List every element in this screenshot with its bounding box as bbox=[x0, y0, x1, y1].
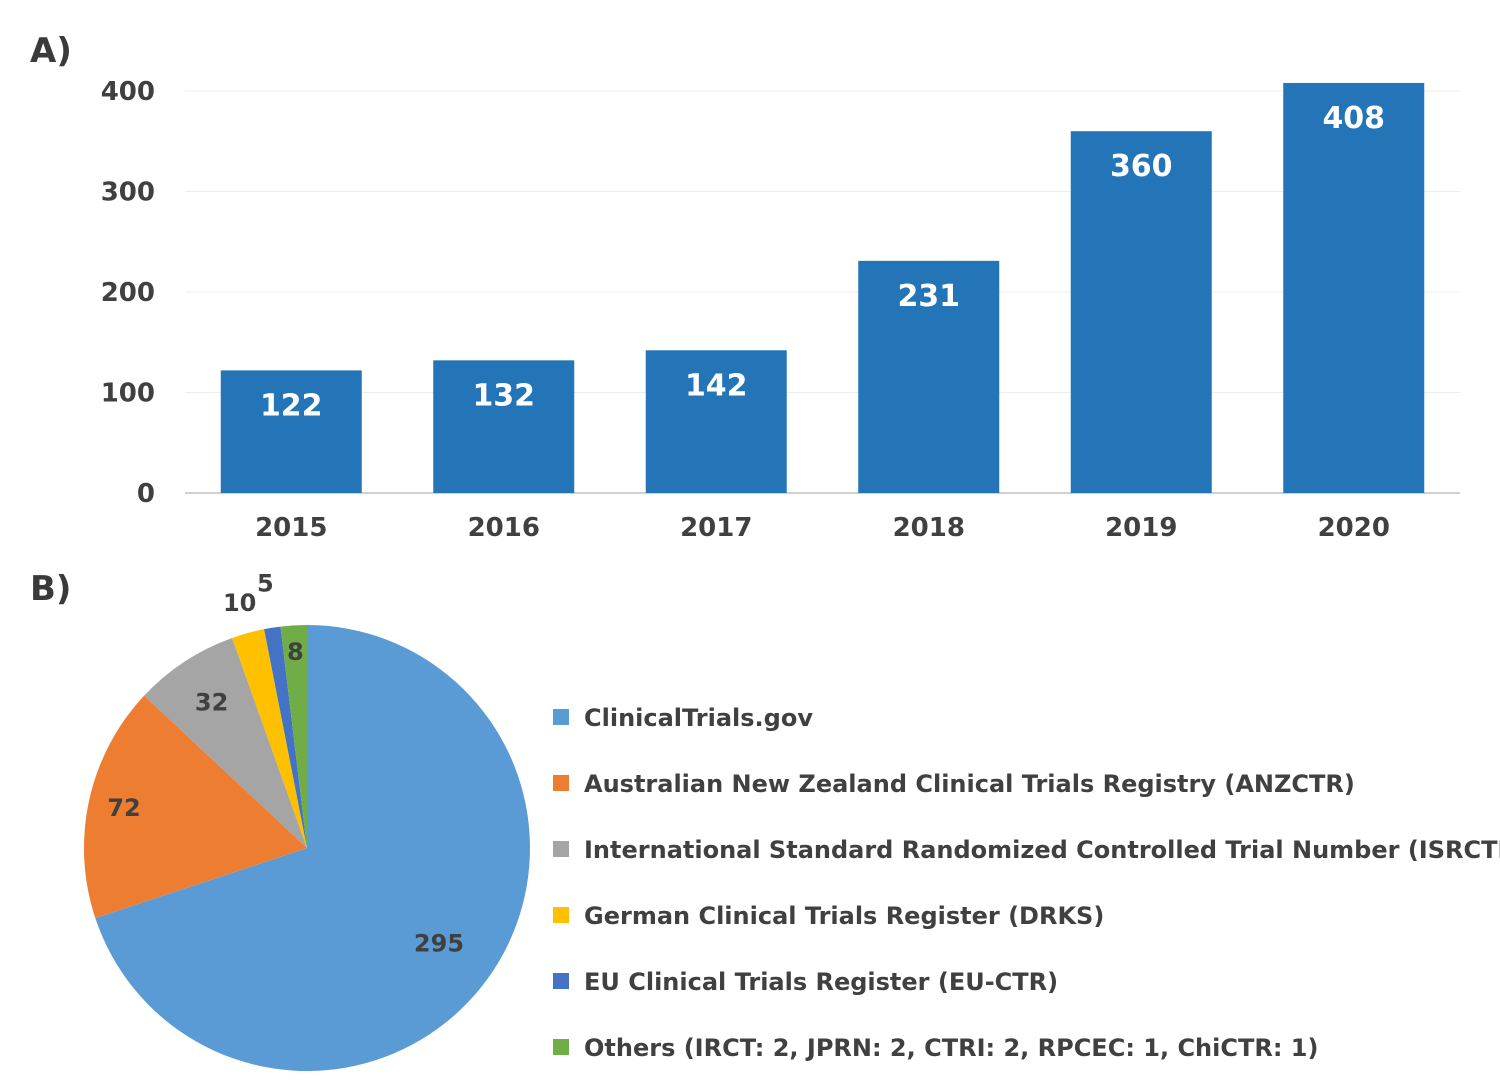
y-tick-label: 100 bbox=[101, 379, 155, 409]
bar-data-label: 231 bbox=[897, 279, 960, 314]
pie-slice bbox=[84, 695, 307, 919]
bar bbox=[645, 350, 787, 493]
pie-data-label: 10 bbox=[223, 589, 256, 617]
bar-chart: 0 100 200 300 400 122 2015 132 2016 142 2017 231 201… bbox=[101, 77, 1460, 543]
pie-data-label: 32 bbox=[195, 689, 228, 717]
bar-data-label: 142 bbox=[685, 368, 748, 403]
pie-slice bbox=[144, 637, 307, 848]
pie-data-label: 5 bbox=[257, 570, 274, 598]
pie-slice bbox=[232, 629, 307, 848]
y-tick-label: 200 bbox=[101, 278, 155, 308]
bar bbox=[433, 360, 575, 493]
legend-swatch bbox=[553, 775, 569, 791]
legend-entry: International Standard Randomized Contro… bbox=[584, 836, 1500, 864]
panel-label-b: B) bbox=[30, 569, 71, 609]
legend-entry: German Clinical Trials Register (DRKS) bbox=[584, 902, 1104, 930]
x-tick-label: 2017 bbox=[680, 513, 752, 543]
bar-data-label: 132 bbox=[472, 378, 535, 413]
legend-entry: EU Clinical Trials Register (EU-CTR) bbox=[584, 968, 1058, 996]
legend-swatch bbox=[553, 907, 569, 923]
pie-slice bbox=[95, 625, 531, 1071]
pie-slice bbox=[264, 626, 307, 848]
x-tick-label: 2016 bbox=[468, 513, 540, 543]
pie-slice bbox=[280, 625, 307, 848]
x-tick-label: 2015 bbox=[255, 513, 327, 543]
panel-label-a: A) bbox=[30, 31, 72, 71]
x-tick-label: 2018 bbox=[893, 513, 965, 543]
bar-data-label: 408 bbox=[1322, 101, 1385, 136]
pie-data-label: 295 bbox=[414, 929, 464, 957]
legend-swatch bbox=[553, 841, 569, 857]
y-tick-label: 400 bbox=[101, 77, 155, 107]
bar bbox=[1070, 131, 1212, 493]
x-tick-label: 2019 bbox=[1105, 513, 1177, 543]
pie-data-label: 8 bbox=[287, 638, 304, 666]
pie-legend: ClinicalTrials.gov Australian New Zealand… bbox=[553, 704, 1500, 1062]
legend-swatch bbox=[553, 1039, 569, 1055]
legend-entry: ClinicalTrials.gov bbox=[584, 704, 813, 732]
bar bbox=[1283, 82, 1425, 494]
pie-data-label: 72 bbox=[107, 794, 140, 822]
pie-chart: 295 72 32 105 8 bbox=[84, 570, 531, 1071]
bar bbox=[220, 370, 362, 493]
legend-swatch bbox=[553, 973, 569, 989]
legend-swatch bbox=[553, 709, 569, 725]
bar bbox=[858, 260, 1000, 493]
y-tick-label: 0 bbox=[137, 479, 155, 509]
legend-entry: Australian New Zealand Clinical Trials R… bbox=[584, 770, 1355, 798]
x-tick-label: 2020 bbox=[1318, 513, 1390, 543]
bar-data-label: 360 bbox=[1110, 149, 1173, 184]
bar-data-label: 122 bbox=[260, 388, 323, 423]
legend-entry: Others (IRCT: 2, JPRN: 2, CTRI: 2, RPCEC… bbox=[584, 1034, 1318, 1062]
y-tick-label: 300 bbox=[101, 178, 155, 208]
